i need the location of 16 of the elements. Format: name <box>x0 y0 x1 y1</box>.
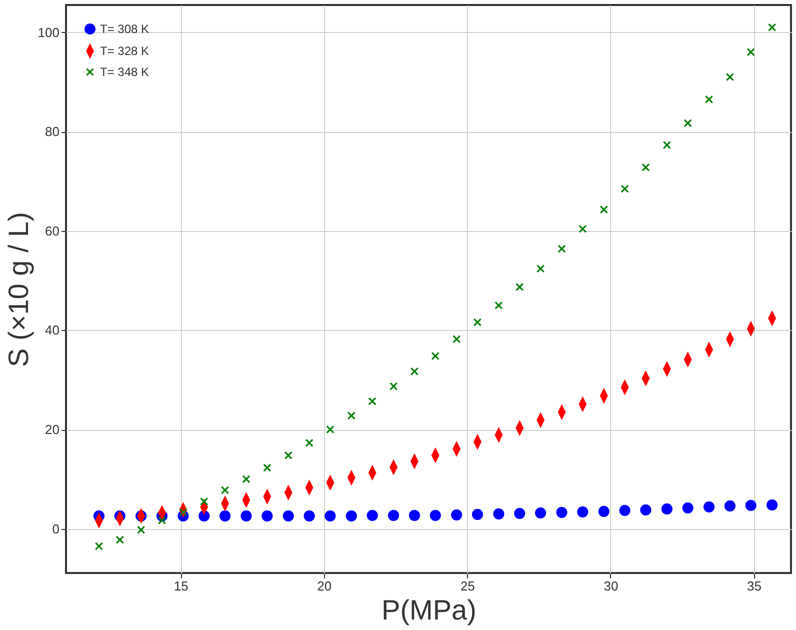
y-tick-label: 100 <box>38 24 60 40</box>
y-tick-label: 0 <box>52 521 60 536</box>
y-tick-label: 60 <box>45 223 60 238</box>
legend-label: T= 348 K <box>100 65 150 79</box>
x-tick-label: 15 <box>174 578 188 594</box>
legend-label: T= 328 K <box>100 44 150 58</box>
x-tick-label: 25 <box>460 578 475 594</box>
y-tick-label: 40 <box>45 322 60 338</box>
x-tick-label: 20 <box>317 578 332 594</box>
y-axis-title: S (×10 g / L) <box>2 212 34 367</box>
y-tick-label: 20 <box>45 422 60 438</box>
x-tick-label: 30 <box>604 578 618 594</box>
x-tick-label: 35 <box>747 578 762 594</box>
y-tick-label: 80 <box>45 124 60 140</box>
x-axis-title: P(MPa) <box>382 594 476 626</box>
legend-label: T= 308 K <box>100 22 150 36</box>
